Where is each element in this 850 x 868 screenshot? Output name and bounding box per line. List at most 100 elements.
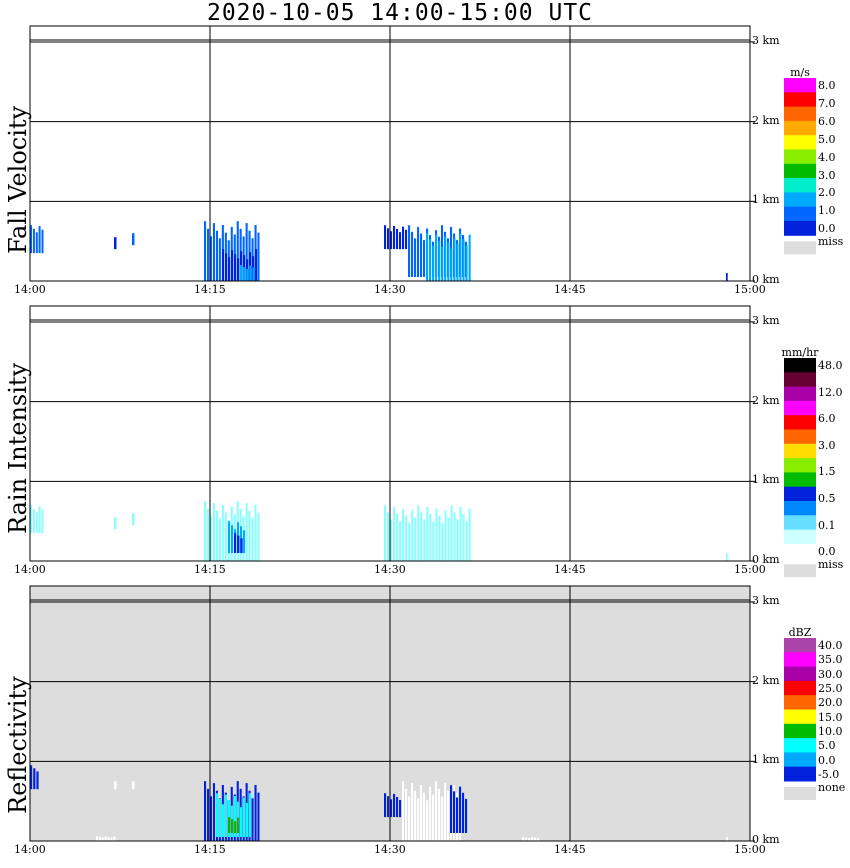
x-tick-label: 14:45 [554, 283, 586, 296]
colorbar-swatch [784, 652, 816, 668]
echo-mark [243, 267, 246, 281]
colorbar-swatch [784, 680, 816, 696]
echo-mark [726, 553, 728, 561]
echo-mark [240, 807, 243, 837]
echo-mark [234, 796, 237, 837]
echo-mark [215, 230, 218, 281]
colorbar-swatch [784, 543, 816, 559]
colorbar-swatch [784, 149, 816, 165]
echo-mark [429, 786, 432, 841]
echo-mark [101, 837, 104, 841]
echo-mark [114, 237, 117, 250]
echo-mark [423, 792, 426, 841]
echo-mark [207, 788, 210, 841]
echo-mark [114, 517, 117, 530]
echo-mark [432, 521, 435, 561]
echo-mark [453, 237, 456, 281]
echo-mark [204, 781, 207, 841]
echo-mark [387, 796, 390, 818]
echo-mark [243, 797, 246, 837]
echo-mark [453, 791, 456, 833]
y-tick-label: 1 km [752, 473, 780, 487]
echo-mark [441, 246, 444, 281]
echo-mark [399, 521, 402, 561]
colorbar-swatch [784, 723, 816, 739]
echo-mark [420, 785, 423, 841]
echo-mark [228, 521, 231, 554]
colorbar-miss-label: miss [818, 235, 844, 249]
echo-mark [245, 503, 248, 561]
echo-mark [525, 837, 528, 841]
colorbar-label: 20.0 [818, 696, 843, 710]
colorbar-swatch [784, 206, 816, 222]
echo-mark [432, 794, 435, 841]
echo-mark [257, 512, 260, 561]
echo-mark [110, 837, 113, 841]
colorbar-swatch [784, 666, 816, 682]
echo-mark [32, 228, 35, 254]
echo-mark [444, 783, 447, 841]
echo-mark [243, 530, 246, 553]
echo-mark [726, 273, 728, 281]
x-tick-label: 15:00 [734, 843, 766, 856]
echo-mark [462, 514, 465, 561]
x-tick-label: 14:15 [194, 843, 226, 856]
echo-mark [426, 507, 429, 561]
echo-mark [399, 232, 402, 250]
echo-mark [465, 798, 468, 833]
colorbar-label: 5.0 [818, 739, 836, 753]
colorbar-label: 5.0 [818, 132, 836, 146]
echo-mark [384, 505, 387, 561]
echo-mark [207, 508, 210, 561]
colorbar-label: 30.0 [818, 667, 843, 681]
echo-mark [399, 800, 402, 818]
echo-mark [402, 226, 405, 250]
plot-frame [29, 585, 751, 842]
echo-mark [30, 765, 33, 790]
echo-mark [459, 786, 462, 833]
colorbar-swatch [784, 515, 816, 531]
echo-mark [414, 790, 417, 841]
echo-mark [438, 240, 441, 281]
colorbar-label: 0.0 [818, 222, 836, 236]
echo-mark [30, 505, 32, 534]
echo-mark [435, 508, 438, 561]
echo-mark [222, 249, 225, 281]
echo-mark [209, 796, 212, 841]
x-tick-label: 14:15 [194, 563, 226, 576]
echo-mark [41, 509, 44, 534]
colorbar-label: 0.0 [818, 545, 836, 558]
colorbar-label: 0.1 [818, 518, 836, 532]
x-tick-label: 14:00 [14, 843, 46, 856]
colorbar-label: 1.0 [818, 204, 836, 218]
echo-mark [429, 239, 432, 281]
echo-mark [240, 265, 243, 281]
echo-mark [32, 508, 35, 534]
echo-mark [35, 512, 38, 534]
y-tick-label: 2 km [752, 393, 780, 407]
echo-mark [405, 788, 408, 841]
x-tick-label: 14:00 [14, 283, 46, 296]
colorbar-label: 0.5 [818, 491, 836, 505]
echo-mark [237, 817, 240, 833]
colorbar-label: 12.0 [818, 385, 843, 399]
colorbar-label: 35.0 [818, 653, 843, 667]
echo-mark [254, 785, 257, 841]
echo-mark [246, 269, 249, 281]
echo-mark [384, 225, 387, 250]
echo-mark [234, 254, 237, 281]
colorbar-unit: dBZ [788, 626, 812, 639]
echo-mark [237, 258, 240, 281]
colorbar-label: 2.0 [818, 186, 836, 200]
echo-mark [234, 533, 237, 553]
echo-mark [240, 538, 243, 554]
echo-mark [224, 512, 227, 561]
echo-mark [435, 234, 438, 281]
echo-mark [246, 802, 249, 837]
colorbar-swatch [784, 695, 816, 710]
echo-mark [447, 242, 450, 281]
colorbar-label: 4.0 [818, 150, 836, 164]
echo-mark [236, 221, 239, 281]
echo-mark [453, 512, 456, 561]
